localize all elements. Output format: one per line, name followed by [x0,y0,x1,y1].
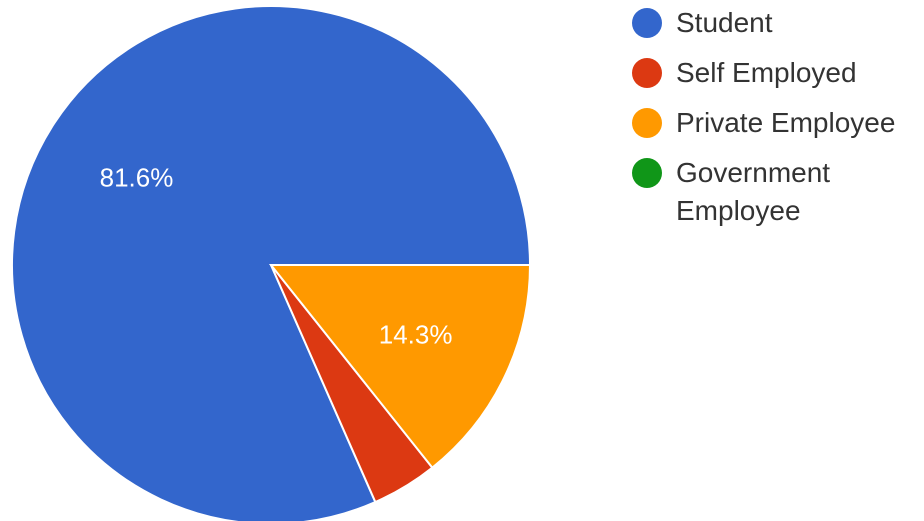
legend: Student Self Employed Private Employee G… [632,4,922,242]
legend-item-government-employee[interactable]: Government Employee [632,154,922,230]
legend-label-government-employee: Government Employee [676,157,831,226]
data-label-private-employee: 14.3% [379,320,453,350]
legend-item-private-employee[interactable]: Private Employee [632,104,922,142]
data-label-student: 81.6% [100,162,174,192]
legend-swatch-student [632,8,662,38]
pie-slice-student[interactable] [11,5,532,521]
legend-label-self-employed: Self Employed [676,57,857,88]
pie-data-labels: 81.6% 14.3% [100,162,453,349]
legend-item-student[interactable]: Student [632,4,922,42]
pie-slices [11,5,532,521]
pie-slice-private-employee[interactable] [268,264,532,470]
legend-label-student: Student [676,7,773,38]
legend-swatch-self-employed [632,58,662,88]
legend-item-self-employed[interactable]: Self Employed [632,54,922,92]
legend-swatch-private-employee [632,108,662,138]
legend-swatch-government-employee [632,158,662,188]
legend-label-private-employee: Private Employee [676,107,896,138]
